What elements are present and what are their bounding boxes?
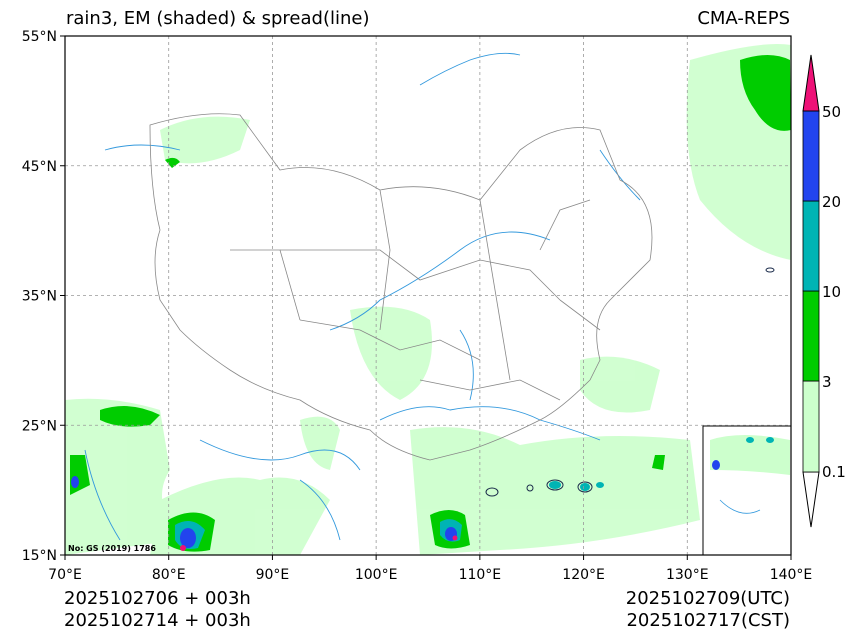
colorbar-label-4: 50 xyxy=(822,103,841,121)
map-credit: No: GS (2019) 1786 xyxy=(68,544,156,553)
colorbar-segment-1 xyxy=(802,380,820,473)
x-tick-label: 80°E xyxy=(152,567,186,583)
rivers xyxy=(84,52,641,541)
colorbar-label-2: 10 xyxy=(822,283,841,301)
spread-contours xyxy=(485,267,775,497)
init-time-block: 2025102706 + 003h 2025102714 + 003h xyxy=(64,588,251,632)
axis-tick-labels: 70°E 80°E 90°E 100°E 110°E 120°E 130°E 140°E 55°… xyxy=(22,29,813,583)
y-tick-label: 35°N xyxy=(22,289,57,305)
colorbar-label-0: 0.1 xyxy=(822,463,846,481)
colorbar-segment-4 xyxy=(802,110,820,202)
x-tick-label: 120°E xyxy=(562,567,605,583)
valid-time-utc: 2025102709(UTC) xyxy=(625,588,790,609)
colorbar-segment-3 xyxy=(802,200,820,292)
x-tick-label: 110°E xyxy=(459,567,502,583)
colorbar-max-arrow xyxy=(802,54,820,112)
colorbar-label-1: 3 xyxy=(822,373,832,391)
model-name: CMA-REPS xyxy=(697,8,790,29)
init-time-utc: 2025102706 + 003h xyxy=(64,588,251,609)
x-tick-label: 130°E xyxy=(666,567,709,583)
colorbar-segment-2 xyxy=(802,290,820,382)
x-tick-label: 90°E xyxy=(256,567,290,583)
map-title: rain3, EM (shaded) & spread(line) xyxy=(66,8,370,29)
y-tick-label: 55°N xyxy=(22,29,57,45)
init-time-cst: 2025102714 + 003h xyxy=(64,610,251,631)
extreme-rain-areas xyxy=(180,535,458,551)
valid-time-cst: 2025102717(CST) xyxy=(626,610,790,631)
axis-ticks xyxy=(60,35,792,560)
map-grid xyxy=(65,36,791,555)
y-tick-label: 45°N xyxy=(22,159,57,175)
x-tick-label: 140°E xyxy=(770,567,813,583)
x-tick-label: 100°E xyxy=(355,567,398,583)
valid-time-block: 2025102709(UTC) 2025102717(CST) xyxy=(626,588,790,632)
x-tick-label: 70°E xyxy=(48,567,82,583)
south-china-sea-inset xyxy=(702,425,791,555)
y-tick-label: 25°N xyxy=(22,418,57,434)
colorbar: 0.1 3 10 20 50 xyxy=(802,54,846,528)
y-tick-label: 15°N xyxy=(22,548,57,564)
colorbar-label-3: 20 xyxy=(822,193,841,211)
colorbar-min-arrow xyxy=(802,471,820,528)
light-rain-areas xyxy=(65,44,791,555)
province-borders xyxy=(149,113,653,461)
